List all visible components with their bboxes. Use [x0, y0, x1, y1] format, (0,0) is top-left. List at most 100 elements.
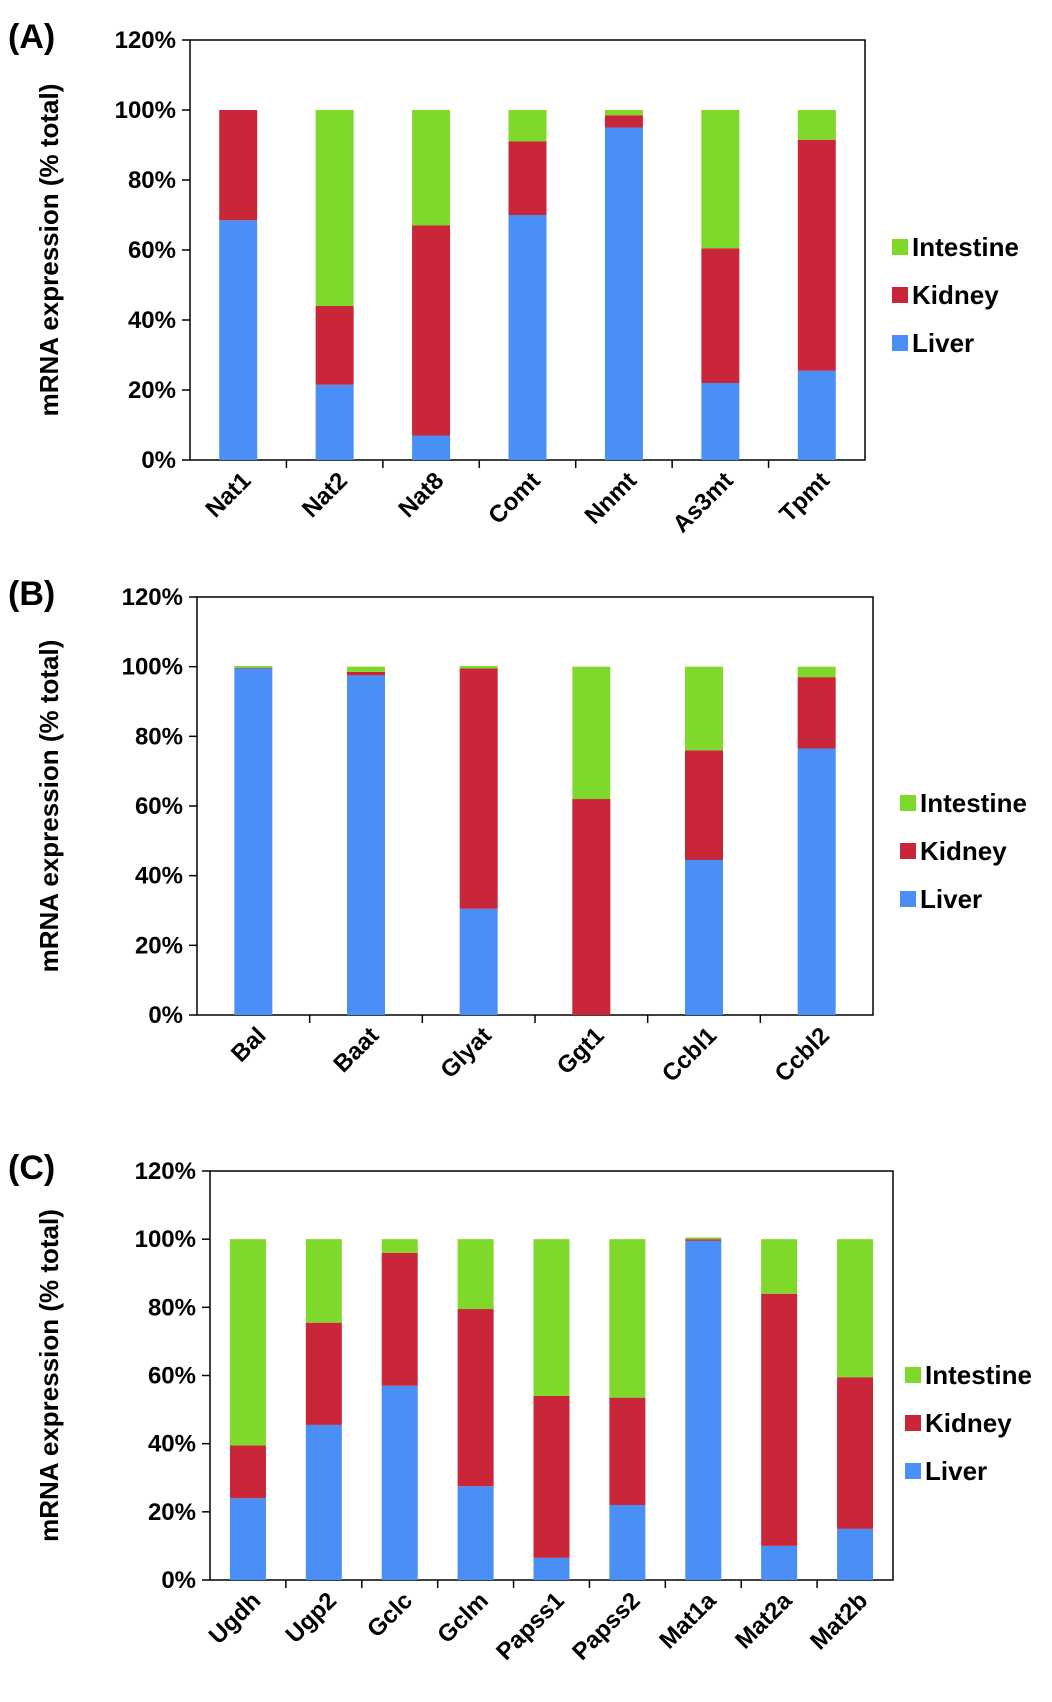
- x-tick-label: Ugp2: [281, 1587, 343, 1649]
- bar-kidney-papss2: [609, 1397, 646, 1506]
- bar-liver-gclc: [381, 1385, 418, 1580]
- x-tick-label: Ugdh: [204, 1587, 266, 1649]
- legend-swatch-liver: [905, 1463, 921, 1479]
- y-tick-label: 60%: [148, 1363, 196, 1390]
- y-tick-label: 120%: [135, 1158, 196, 1185]
- y-tick-label: 20%: [135, 932, 183, 959]
- x-tick-label: Bal: [226, 1022, 272, 1068]
- bar-intestine-nat8: [412, 110, 451, 226]
- legend-label-intestine: Intestine: [912, 232, 1019, 262]
- x-tick-label: Nat8: [393, 467, 449, 523]
- bar-kidney-nat8: [412, 225, 451, 436]
- legend-swatch-liver: [900, 891, 916, 907]
- bar-intestine-ugp2: [305, 1239, 342, 1323]
- bar-kidney-ugdh: [229, 1445, 266, 1499]
- y-tick-label: 100%: [122, 654, 183, 681]
- y-tick-label: 0%: [161, 1567, 196, 1594]
- x-tick-label: Papss2: [567, 1587, 646, 1666]
- y-axis-label: mRNA expression (% total): [34, 84, 64, 417]
- bar-kidney-papss1: [533, 1395, 570, 1558]
- bar-kidney-tpmt: [797, 139, 836, 371]
- bar-kidney-comt: [508, 141, 547, 215]
- bar-liver-nat2: [315, 384, 354, 460]
- bar-kidney-mat2a: [761, 1293, 798, 1546]
- bar-liver-papss1: [533, 1557, 570, 1580]
- plot-frame: [196, 596, 874, 1016]
- y-tick-label: 0%: [141, 447, 176, 474]
- chart-panel-2: (C) 0% 20% 40% 60% 80% 100% 120% mRNA expression…: [8, 1149, 1032, 1666]
- bar-intestine-gclc: [381, 1239, 418, 1253]
- y-tick-label: 40%: [148, 1431, 196, 1458]
- x-tick-label: Nnmt: [580, 467, 642, 529]
- x-tick-label: Papss1: [491, 1587, 570, 1666]
- legend-swatch-intestine: [892, 239, 908, 255]
- bar-liver-papss2: [609, 1505, 646, 1580]
- bar-intestine-bal: [234, 665, 273, 668]
- bar-kidney-ccbl2: [797, 677, 836, 749]
- bar-liver-gclm: [457, 1486, 494, 1580]
- bar-intestine-comt: [508, 110, 547, 142]
- bar-intestine-papss1: [533, 1239, 570, 1396]
- y-tick-label: 120%: [115, 27, 176, 54]
- panel-label: (B): [8, 575, 55, 613]
- bar-liver-baat: [347, 675, 385, 1015]
- bar-kidney-gclc: [381, 1252, 418, 1386]
- y-tick-label: 60%: [128, 237, 176, 264]
- x-tick-label: Nat2: [297, 467, 353, 523]
- bar-intestine-ggt1: [572, 666, 611, 800]
- x-tick-label: Gclm: [432, 1587, 494, 1649]
- legend-label-liver: Liver: [912, 328, 974, 358]
- y-tick-label: 40%: [128, 307, 176, 334]
- bar-kidney-as3mt: [701, 248, 740, 383]
- x-tick-label: Tpmt: [774, 467, 835, 528]
- x-tick-label: Gclc: [362, 1587, 418, 1643]
- y-tick-label: 120%: [122, 584, 183, 611]
- legend-swatch-kidney: [892, 287, 908, 303]
- bar-liver-tpmt: [797, 370, 836, 460]
- bar-intestine-tpmt: [797, 110, 836, 140]
- bar-liver-mat1a: [685, 1240, 722, 1580]
- chart-panel-1: (B) 0% 20% 40% 60% 80% 100% 120% mRNA expression…: [8, 575, 1027, 1087]
- panel-label: (C): [8, 1149, 55, 1187]
- x-tick-label: Baat: [328, 1022, 384, 1078]
- bar-liver-as3mt: [701, 383, 740, 460]
- bar-liver-nat8: [412, 435, 451, 460]
- x-tick-label: Glyat: [435, 1022, 497, 1084]
- bar-liver-nnmt: [604, 127, 643, 460]
- bar-intestine-papss2: [609, 1239, 646, 1398]
- bar-kidney-ggt1: [572, 799, 611, 1015]
- chart-panel-0: (A) 0% 20% 40% 60% 80% 100% 120% mRNA expression…: [8, 18, 1019, 538]
- bar-kidney-gclm: [457, 1309, 494, 1487]
- panel-label: (A): [8, 18, 55, 56]
- bar-liver-nat1: [219, 220, 258, 460]
- legend-label-kidney: Kidney: [920, 836, 1007, 866]
- bar-liver-ccbl2: [797, 748, 836, 1015]
- x-tick-label: Mat2b: [805, 1587, 873, 1655]
- bar-liver-glyat: [459, 908, 498, 1015]
- legend-label-liver: Liver: [920, 884, 982, 914]
- legend-label-liver: Liver: [925, 1456, 987, 1486]
- x-tick-label: Ggt1: [552, 1022, 610, 1080]
- legend-swatch-intestine: [905, 1367, 921, 1383]
- bar-intestine-ugdh: [229, 1239, 266, 1446]
- bar-liver-mat2b: [837, 1528, 874, 1580]
- y-tick-label: 40%: [135, 863, 183, 890]
- bar-kidney-glyat: [459, 668, 498, 909]
- bar-kidney-mat2b: [837, 1377, 874, 1529]
- x-tick-label: Mat2a: [730, 1587, 798, 1655]
- bar-kidney-nat2: [315, 306, 354, 385]
- y-tick-label: 20%: [148, 1499, 196, 1526]
- y-tick-label: 20%: [128, 377, 176, 404]
- bar-kidney-bal: [234, 667, 273, 669]
- bar-kidney-ccbl1: [685, 750, 723, 860]
- legend-swatch-kidney: [905, 1415, 921, 1431]
- x-tick-label: Mat1a: [654, 1587, 722, 1655]
- legend-swatch-kidney: [900, 843, 916, 859]
- legend-label-kidney: Kidney: [925, 1408, 1012, 1438]
- legend-swatch-liver: [892, 335, 908, 351]
- bar-liver-ccbl1: [685, 859, 723, 1015]
- bar-kidney-baat: [347, 671, 385, 676]
- bar-intestine-nnmt: [604, 110, 643, 116]
- legend-label-intestine: Intestine: [925, 1360, 1032, 1390]
- bar-intestine-mat2b: [837, 1239, 874, 1378]
